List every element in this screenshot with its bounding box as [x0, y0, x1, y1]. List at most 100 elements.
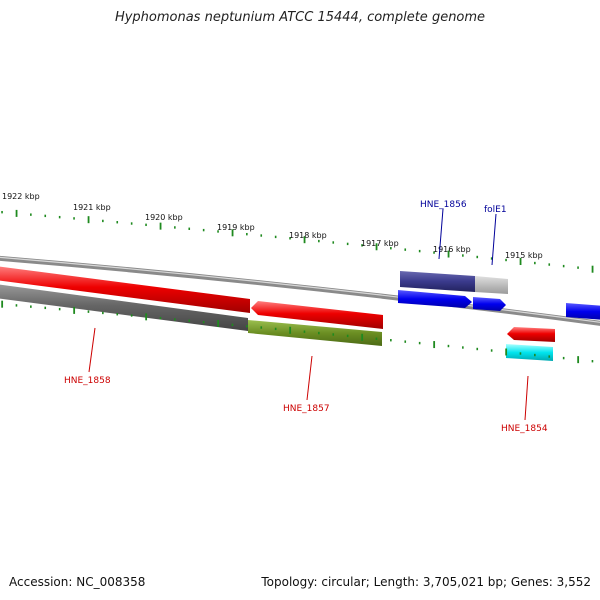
scale-ticks-lower: [1, 300, 594, 364]
scale-tick-upper-major: [159, 222, 162, 230]
label-hne1858[interactable]: HNE_1858: [64, 376, 111, 386]
genome-backbone: [0, 255, 600, 326]
scale-tick-upper-minor: [332, 241, 335, 244]
scale-tick-lower-minor: [462, 346, 464, 349]
leader-hne1858: [88, 327, 96, 373]
scale-tick-upper-minor: [462, 254, 464, 257]
scale-tick-lower-minor: [375, 337, 378, 340]
scale-tick-lower-minor: [591, 360, 594, 363]
scale-label-1921: 1921 kbp: [73, 203, 111, 212]
scale-tick-lower-minor: [534, 353, 536, 357]
scale-tick-lower-minor: [346, 334, 349, 338]
scale-tick-lower-major: [577, 356, 580, 364]
scale-tick-upper-major: [375, 243, 378, 251]
leader-hne1856: [438, 208, 444, 260]
scale-tick-upper-minor: [73, 217, 75, 220]
scale-tick-lower-major: [73, 306, 76, 314]
gene-hne1858-lower[interactable]: [0, 284, 248, 331]
gene-hne1857-upper[interactable]: [251, 301, 383, 329]
scale-label-1916: 1916 kbp: [433, 245, 471, 254]
scale-tick-lower-major: [505, 348, 508, 356]
scale-tick-lower-minor: [15, 304, 18, 307]
gene-hne1857-lower[interactable]: [248, 320, 382, 346]
scale-label-1920: 1920 kbp: [145, 213, 183, 222]
gene-hne1856-tail[interactable]: [475, 276, 508, 294]
scale-tick-upper-major: [591, 265, 594, 273]
scale-tick-upper-minor: [260, 234, 263, 237]
scale-tick-upper-minor: [217, 230, 219, 233]
scale-tick-lower-minor: [260, 326, 263, 329]
scale-label-1922: 1922 kbp: [2, 192, 40, 201]
gene-hne1856-dark[interactable]: [400, 271, 475, 292]
gene-hne1856-blue[interactable]: [398, 290, 472, 308]
scale-tick-lower-minor: [202, 320, 205, 324]
scale-tick-upper-minor: [188, 227, 191, 230]
scale-tick-lower-major: [145, 313, 148, 321]
scale-tick-upper-minor: [30, 213, 32, 216]
scale-tick-upper-minor: [202, 228, 205, 232]
scale-tick-upper-minor: [145, 223, 147, 227]
scale-tick-lower-minor: [332, 333, 335, 336]
label-hne1857[interactable]: HNE_1857: [283, 404, 330, 414]
scale-tick-upper-minor: [404, 248, 407, 251]
scale-tick-lower-minor: [418, 341, 421, 345]
scale-tick-lower-minor: [562, 356, 565, 360]
scale-tick-upper-minor: [102, 219, 104, 223]
scale-tick-upper-minor: [1, 210, 3, 214]
label-hne1854[interactable]: HNE_1854: [501, 424, 548, 434]
scale-label-1918: 1918 kbp: [289, 231, 327, 240]
genome-summary-text: Topology: circular; Length: 3,705,021 bp…: [261, 575, 591, 589]
scale-tick-upper-major: [231, 229, 234, 237]
scale-tick-lower-minor: [490, 349, 493, 352]
gene-right-edge[interactable]: [566, 303, 600, 320]
scale-tick-lower-major: [289, 326, 292, 334]
scale-tick-upper-minor: [562, 264, 565, 268]
scale-tick-upper-minor: [490, 257, 493, 260]
scale-tick-lower-minor: [130, 314, 133, 317]
scale-tick-upper-minor: [58, 215, 61, 219]
scale-tick-lower-minor: [231, 323, 234, 327]
scale-tick-upper-minor: [346, 242, 349, 246]
scale-tick-lower-minor: [188, 319, 191, 322]
leader-hne1854: [524, 375, 529, 421]
scale-tick-upper-minor: [116, 221, 119, 224]
label-fole1[interactable]: folE1: [484, 205, 507, 215]
scale-tick-lower-minor: [404, 340, 407, 343]
scale-tick-upper-minor: [418, 249, 421, 253]
scale-tick-upper-minor: [548, 263, 551, 266]
scale-tick-lower-minor: [447, 344, 450, 348]
scale-tick-upper-major: [87, 216, 90, 224]
scale-tick-upper-minor: [318, 239, 320, 243]
scale-tick-lower-minor: [303, 330, 306, 333]
gene-hne1854-lower[interactable]: [506, 344, 553, 361]
gene-hne1858-upper[interactable]: [0, 266, 250, 313]
scale-tick-upper-minor: [246, 232, 248, 236]
gene-fole1[interactable]: [473, 297, 506, 311]
accession-text: Accession: NC_008358: [9, 575, 146, 589]
scale-tick-lower-minor: [390, 339, 392, 342]
scale-tick-lower-minor: [30, 305, 32, 308]
label-hne1856[interactable]: HNE_1856: [420, 200, 467, 210]
scale-tick-lower-minor: [116, 313, 119, 316]
scale-tick-upper-major: [519, 258, 522, 266]
scale-tick-upper-minor: [505, 258, 507, 262]
scale-tick-upper-minor: [476, 255, 479, 259]
scale-tick-lower-minor: [548, 355, 551, 358]
gene-hne1854-upper[interactable]: [507, 327, 555, 342]
scale-tick-upper-minor: [433, 251, 435, 254]
scale-tick-upper-minor: [44, 214, 47, 218]
scale-tick-lower-minor: [174, 318, 176, 321]
scale-tick-upper-major: [447, 250, 450, 258]
scale-tick-lower-minor: [476, 347, 479, 351]
map-title: Hyphomonas neptunium ATCC 15444, complet…: [114, 10, 486, 25]
scale-tick-lower-minor: [58, 307, 61, 311]
scale-label-1915: 1915 kbp: [505, 251, 543, 260]
scale-tick-upper-minor: [577, 266, 579, 269]
scale-tick-lower-minor: [87, 310, 90, 313]
scale-tick-upper-minor: [361, 244, 363, 247]
scale-tick-upper-minor: [174, 226, 176, 229]
scale-tick-lower-minor: [519, 352, 522, 355]
scale-tick-upper-minor: [289, 237, 291, 240]
scale-tick-lower-minor: [44, 306, 47, 310]
